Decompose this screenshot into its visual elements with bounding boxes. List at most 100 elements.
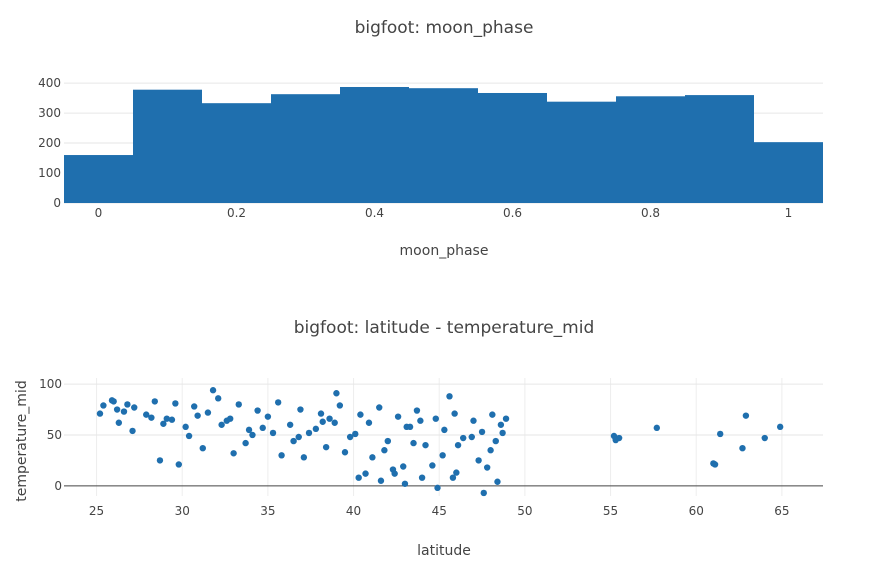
scatter-x-axis-label: latitude [417,543,471,559]
scatter-point [483,464,491,471]
scatter-point [352,430,359,438]
scatter-point [336,402,344,409]
scatter-point [230,450,237,457]
scatter-point [453,469,460,476]
scatter-point [322,443,330,451]
scatter-point [191,403,198,410]
scatter-x-ticks: 25 30 35 40 45 50 55 60 65 [89,504,790,518]
scatter-point [489,411,496,418]
histogram-y-tick-label: 0 [53,196,61,210]
scatter-point [96,410,104,417]
scatter-point [480,489,487,497]
scatter-point [497,421,505,428]
histogram-bar [271,94,340,203]
histogram-x-tick-label: 0 [95,206,103,220]
histogram-bar [478,92,547,203]
scatter-point [449,474,457,481]
histogram-title: bigfoot: moon_phase [355,18,534,38]
scatter-point [297,406,304,413]
scatter-point [131,404,138,411]
scatter-point [143,411,150,418]
scatter-point [362,470,369,477]
scatter-point [163,415,170,422]
scatter-point [326,415,333,422]
scatter-point [120,408,128,415]
scatter-point [417,417,424,424]
scatter-point [401,480,409,487]
histogram-y-tick-label: 200 [38,136,61,150]
scatter-point [499,429,506,437]
scatter-point [333,390,340,397]
scatter-point [172,400,179,407]
scatter-point [475,457,482,464]
scatter-point [394,413,402,420]
scatter-point [739,444,746,452]
scatter-point [653,424,661,432]
histogram-bar [616,96,685,203]
scatter-point [494,478,501,485]
scatter-x-tick-label: 60 [689,504,704,518]
histogram-y-tick-label: 400 [38,76,61,90]
scatter-x-tick-label: 45 [432,504,447,518]
scatter-point [492,437,499,445]
scatter-point [346,433,354,441]
scatter-x-tick-label: 40 [346,504,361,518]
scatter-point [478,428,486,436]
scatter-point [357,411,364,418]
scatter-point [439,452,446,459]
scatter-point [454,441,462,449]
scatter-point [124,401,131,408]
scatter-point [185,432,193,440]
scatter-point [305,429,313,437]
scatter-point [365,419,373,426]
scatter-point [487,447,494,454]
scatter-point [194,412,201,419]
scatter-point [269,429,277,437]
scatter-point [254,407,261,414]
scatter-point [761,434,768,442]
scatter-x-tick-label: 30 [175,504,190,518]
histogram-x-tick-label: 0.2 [227,206,246,220]
scatter-y-ticks: 0 50 100 [39,377,62,493]
histogram-bars [64,86,823,203]
scatter-point [286,421,294,428]
scatter-point [113,406,121,413]
histogram-x-tick-label: 0.8 [641,206,660,220]
scatter-point [218,421,225,428]
scatter-point [151,398,159,405]
histogram-x-tick-label: 1 [785,206,793,220]
histogram-x-tick-label: 0.6 [503,206,522,220]
scatter-point [204,409,212,416]
histogram-bar [547,101,616,203]
scatter-y-axis-label: temperature_mid [14,380,30,501]
scatter-point [341,449,349,456]
scatter-point [391,470,398,477]
scatter-point [175,461,182,468]
histogram-y-tick-label: 100 [38,166,61,180]
scatter-point [319,418,326,425]
scatter-point [156,457,164,464]
scatter-point [422,441,429,449]
scatter-point [451,410,458,417]
scatter-point [717,430,724,438]
scatter-point [410,439,417,447]
scatter-point [429,462,436,469]
histogram-bar [133,89,202,203]
scatter-point [259,424,266,432]
scatter-x-tick-label: 25 [89,504,104,518]
histogram-bar [64,155,133,203]
histogram-bar [202,103,271,203]
scatter-point [115,419,123,426]
scatter-point [160,420,167,427]
scatter-point [300,454,308,461]
histogram-y-tick-label: 300 [38,106,61,120]
scatter-x-tick-label: 65 [774,504,789,518]
scatter-y-tick-label: 0 [54,479,62,493]
scatter-point [295,433,302,441]
histogram-x-axis-label: moon_phase [400,243,489,259]
scatter-point [441,426,448,434]
scatter-point [110,398,117,405]
scatter-point [242,439,249,447]
histogram-bar [754,142,823,203]
